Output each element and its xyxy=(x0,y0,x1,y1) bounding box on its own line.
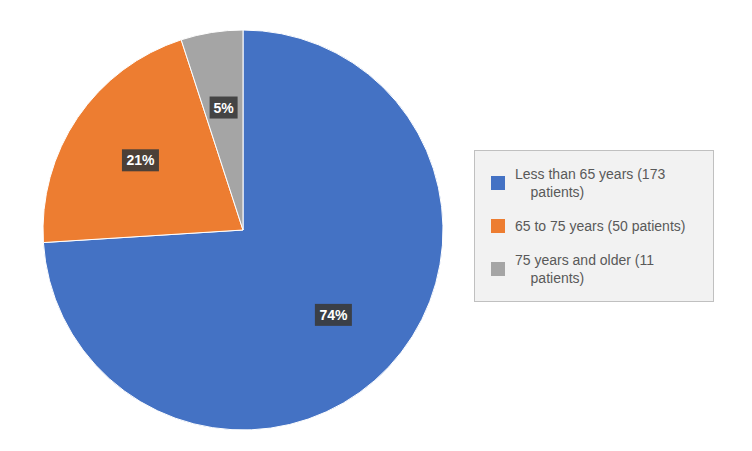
svg-text:5%: 5% xyxy=(213,100,234,116)
svg-text:21%: 21% xyxy=(126,152,155,168)
html-text:65 to 75 years (50 patients): 65 to 75 years (50 patients) xyxy=(515,217,686,234)
html-text:Less than 65 years (173 patien: Less than 65 years (173 patients) xyxy=(515,165,666,200)
svg-text:74%: 74% xyxy=(319,307,348,323)
html-text:75 years and older (11 patient: 75 years and older (11 patients) xyxy=(515,251,655,286)
